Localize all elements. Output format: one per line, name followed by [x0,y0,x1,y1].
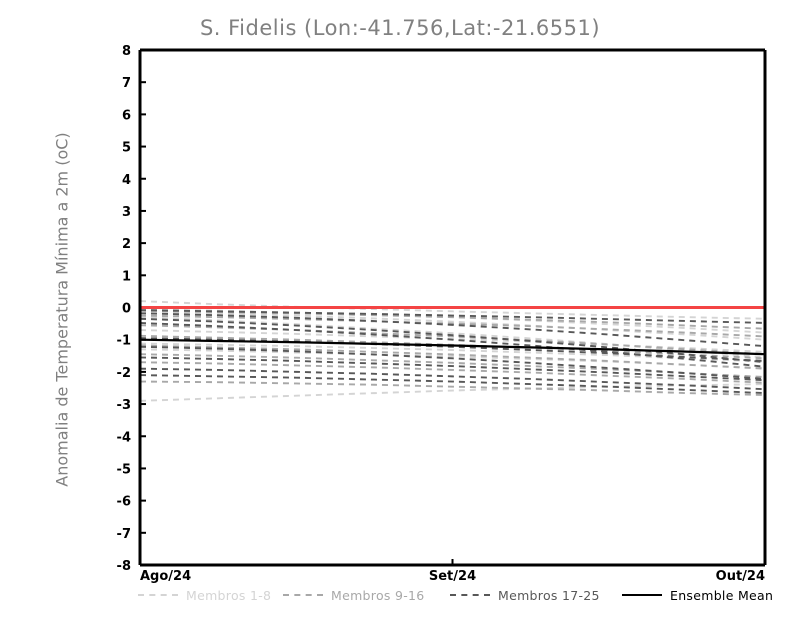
series-line [139,314,766,338]
y-tick-label: -2 [117,366,131,381]
y-tick-label: 7 [122,76,131,91]
series-line [139,356,766,382]
y-tick-label: 4 [122,173,131,188]
legend-item-1[interactable]: Membros 9-16 [283,586,425,604]
y-tick-label: -7 [117,527,131,542]
series-line [139,309,766,324]
legend-swatch-icon-1 [283,594,323,596]
y-tick-label: -1 [117,334,131,349]
data-series-layer [139,300,766,402]
y-tick-label: 1 [122,269,131,284]
x-tick-label: Ago/24 [140,569,191,584]
legend-label-3: Ensemble Mean [670,587,774,603]
legend: Membros 1-8 Membros 9-16 Membros 17-25 E… [0,586,800,606]
series-line [139,383,766,402]
x-tick-label: Out/24 [716,569,765,584]
series-line [139,312,766,348]
y-tick-label: -4 [117,430,131,445]
y-tick-label: -3 [117,398,131,413]
series-line [139,310,766,341]
legend-swatch-icon-0 [138,594,178,596]
x-axis-ticks: Ago/24 Set/24 Out/24 [139,559,766,584]
legend-label-0: Membros 1-8 [186,587,272,603]
legend-item-3[interactable]: Ensemble Mean [622,586,773,604]
y-tick-label: -8 [117,559,131,574]
series-line [139,344,766,370]
y-tick-label: 5 [122,141,131,156]
series-line [139,317,766,364]
legend-item-2[interactable]: Membros 17-25 [450,586,600,604]
y-tick-label: 0 [122,302,131,317]
series-line [139,300,766,320]
legend-item-0[interactable]: Membros 1-8 [138,586,271,604]
series-line [139,380,766,396]
axis-frame [138,48,767,567]
series-line [139,374,766,395]
legend-swatch-icon-3 [622,593,662,597]
series-line [139,361,766,384]
y-tick-label: 2 [122,237,131,252]
x-tick-label: Set/24 [429,569,476,584]
y-tick-label: 8 [122,44,131,59]
series-line [139,367,766,391]
legend-label-1: Membros 9-16 [331,587,425,603]
series-line [139,345,766,380]
y-tick-label: 3 [122,205,131,220]
page-title: S. Fidelis (Lon:-41.756,Lat:-21.6551) [199,16,601,40]
y-tick-label: -6 [117,495,131,510]
legend-swatch-icon-2 [450,594,490,596]
y-tick-label: -5 [117,462,131,477]
y-tick-label: 6 [122,108,131,123]
legend-label-2: Membros 17-25 [498,587,600,603]
series-line [139,338,766,356]
